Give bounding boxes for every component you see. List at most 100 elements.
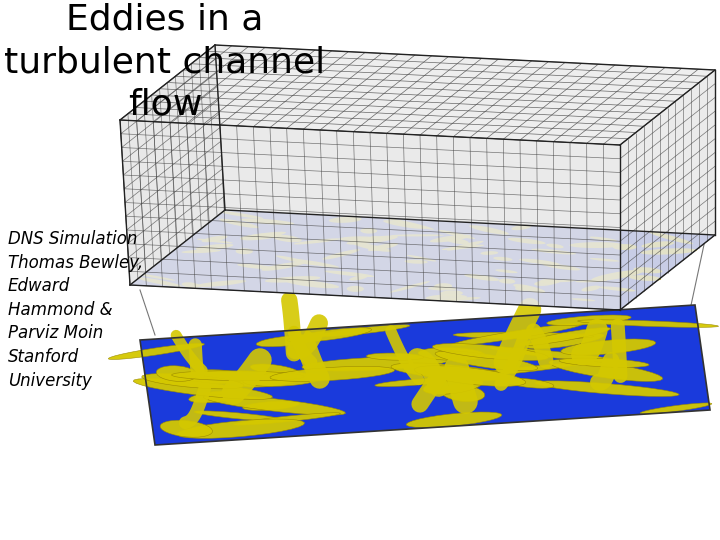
Polygon shape: [542, 264, 580, 271]
Polygon shape: [441, 385, 485, 402]
Polygon shape: [423, 377, 483, 394]
Polygon shape: [613, 244, 637, 250]
Polygon shape: [120, 45, 225, 285]
Polygon shape: [346, 235, 398, 245]
Polygon shape: [570, 242, 624, 248]
Polygon shape: [237, 264, 274, 269]
Polygon shape: [480, 251, 498, 255]
Polygon shape: [349, 275, 367, 281]
Polygon shape: [534, 280, 557, 286]
Polygon shape: [407, 255, 436, 261]
Polygon shape: [575, 280, 608, 282]
Polygon shape: [495, 269, 518, 273]
Polygon shape: [577, 320, 719, 327]
Polygon shape: [240, 219, 294, 225]
Polygon shape: [194, 280, 246, 287]
Polygon shape: [406, 412, 502, 428]
Polygon shape: [293, 238, 341, 245]
Polygon shape: [433, 343, 549, 361]
Polygon shape: [552, 280, 576, 282]
Polygon shape: [511, 225, 531, 230]
Polygon shape: [546, 315, 631, 326]
Text: Eddies in a
turbulent channel
flow: Eddies in a turbulent channel flow: [4, 3, 325, 121]
Polygon shape: [172, 371, 305, 381]
Polygon shape: [256, 335, 316, 347]
Polygon shape: [561, 339, 656, 355]
Polygon shape: [640, 403, 712, 414]
Polygon shape: [581, 286, 600, 292]
Polygon shape: [265, 276, 320, 282]
Polygon shape: [135, 273, 176, 281]
Polygon shape: [272, 234, 302, 242]
Polygon shape: [203, 395, 346, 415]
Polygon shape: [368, 243, 398, 251]
Polygon shape: [440, 291, 463, 296]
Polygon shape: [240, 233, 282, 240]
Polygon shape: [140, 305, 710, 445]
Polygon shape: [383, 220, 426, 229]
Polygon shape: [620, 70, 715, 310]
Polygon shape: [189, 391, 245, 403]
Polygon shape: [454, 332, 594, 339]
Polygon shape: [469, 225, 509, 235]
Polygon shape: [493, 257, 513, 261]
Polygon shape: [443, 297, 481, 301]
Polygon shape: [361, 228, 377, 234]
Polygon shape: [133, 379, 273, 400]
Polygon shape: [177, 419, 305, 438]
Polygon shape: [434, 283, 452, 289]
Polygon shape: [540, 279, 560, 284]
Polygon shape: [160, 420, 212, 437]
Polygon shape: [181, 282, 200, 288]
Polygon shape: [142, 374, 244, 389]
Polygon shape: [640, 248, 697, 255]
Polygon shape: [535, 381, 679, 396]
Polygon shape: [428, 287, 456, 291]
Polygon shape: [435, 351, 538, 371]
Polygon shape: [464, 274, 500, 281]
Polygon shape: [372, 236, 385, 240]
Polygon shape: [508, 238, 546, 244]
Polygon shape: [531, 249, 576, 254]
Polygon shape: [219, 219, 259, 228]
Polygon shape: [441, 245, 485, 250]
Polygon shape: [518, 328, 611, 346]
Polygon shape: [235, 248, 253, 254]
Polygon shape: [438, 230, 475, 239]
Polygon shape: [250, 364, 299, 375]
Polygon shape: [243, 401, 300, 410]
Polygon shape: [599, 286, 636, 292]
Polygon shape: [515, 286, 531, 291]
Polygon shape: [347, 286, 364, 292]
Polygon shape: [634, 267, 662, 273]
Polygon shape: [120, 45, 715, 145]
Polygon shape: [156, 366, 197, 381]
Polygon shape: [451, 323, 583, 346]
Polygon shape: [559, 358, 649, 367]
Polygon shape: [180, 370, 246, 384]
Polygon shape: [261, 262, 305, 271]
Polygon shape: [589, 237, 617, 241]
Polygon shape: [366, 353, 424, 360]
Polygon shape: [642, 241, 674, 248]
Polygon shape: [354, 243, 391, 252]
Polygon shape: [181, 249, 221, 253]
Polygon shape: [197, 239, 233, 244]
Polygon shape: [286, 280, 339, 288]
Polygon shape: [426, 294, 467, 301]
Polygon shape: [243, 373, 321, 386]
Polygon shape: [287, 328, 372, 342]
Polygon shape: [270, 366, 395, 381]
Polygon shape: [292, 259, 339, 268]
Polygon shape: [649, 232, 693, 244]
Polygon shape: [302, 356, 449, 371]
Polygon shape: [504, 378, 554, 388]
Polygon shape: [120, 120, 620, 310]
Polygon shape: [572, 298, 595, 301]
Polygon shape: [329, 217, 361, 223]
Polygon shape: [405, 260, 428, 264]
Polygon shape: [447, 241, 483, 251]
Polygon shape: [446, 238, 469, 244]
Polygon shape: [315, 325, 410, 337]
Polygon shape: [490, 347, 626, 363]
